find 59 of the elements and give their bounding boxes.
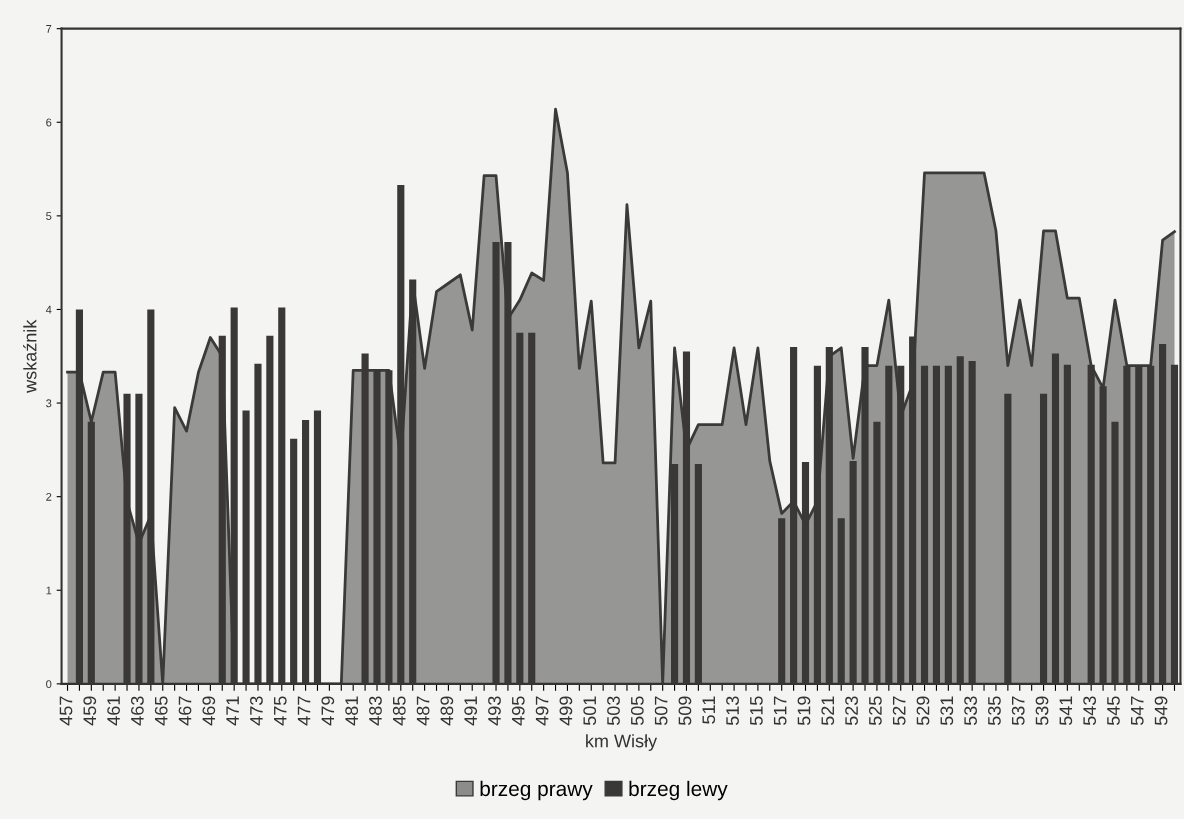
x-tick-label: 487 (416, 696, 430, 726)
y-tick-label: 6 (46, 118, 52, 127)
x-tick-label: 509 (678, 696, 692, 726)
y-tick-label: 5 (46, 212, 52, 220)
x-tick-label: 535 (988, 696, 1001, 726)
x-tick-label: 489 (440, 696, 454, 726)
x-tick-label: 483 (369, 696, 382, 726)
x-tick-label: 537 (1011, 696, 1025, 726)
y-tick-label: 0 (46, 680, 52, 688)
y-tick-label: 2 (46, 492, 52, 501)
x-tick-label: 471 (226, 696, 239, 726)
x-tick-label: 507 (654, 696, 668, 726)
x-tick-label: 529 (916, 696, 930, 726)
x-tick-label: 473 (250, 696, 263, 726)
y-tick-label: 4 (45, 305, 52, 314)
x-tick-label: 521 (821, 696, 835, 726)
x-tick-label: 493 (488, 696, 501, 726)
x-tick-label: 519 (797, 696, 811, 726)
x-tick-label: 543 (1083, 696, 1097, 726)
x-tick-label: 469 (202, 696, 216, 726)
x-tick-label: 539 (1035, 696, 1049, 726)
x-tick-label: 477 (297, 696, 311, 726)
legend-label: brzeg lewy (629, 780, 728, 801)
x-tick-label: 527 (892, 696, 906, 726)
y-tick-label: 7 (46, 25, 52, 33)
x-tick-label: 463 (131, 696, 144, 726)
x-tick-label: 495 (511, 696, 525, 726)
x-tick-label: 517 (773, 696, 787, 726)
x-tick-label: 497 (535, 696, 549, 726)
y-tick-label: 1 (46, 586, 52, 595)
x-tick-label: 461 (107, 696, 120, 726)
x-tick-label: 491 (464, 696, 478, 726)
legend-label: brzeg prawy (480, 780, 593, 801)
x-tick-label: 511 (702, 696, 716, 724)
y-tick-label: 3 (46, 399, 52, 408)
x-tick-label: 541 (1059, 696, 1073, 726)
x-tick-label: 523 (845, 696, 858, 726)
x-tick-label: 513 (726, 696, 739, 726)
x-tick-label: 545 (1107, 696, 1120, 726)
y-axis-title: wskaźnik (23, 319, 37, 393)
x-tick-label: 525 (868, 696, 882, 726)
x-tick-label: 547 (1131, 696, 1144, 726)
x-tick-label: 549 (1154, 696, 1168, 726)
x-tick-label: 515 (750, 696, 763, 726)
x-tick-label: 467 (178, 696, 192, 726)
x-tick-label: 505 (630, 696, 644, 726)
x-tick-label: 533 (964, 696, 977, 726)
x-tick-label: 465 (154, 696, 168, 726)
x-tick-label: 531 (940, 696, 954, 726)
x-tick-label: 457 (59, 696, 73, 726)
x-tick-label: 481 (345, 696, 359, 726)
x-axis-title: km Wisły (586, 734, 658, 751)
x-tick-label: 479 (321, 696, 335, 726)
x-tick-label: 503 (607, 696, 620, 726)
x-tick-label: 485 (392, 696, 406, 726)
x-tick-label: 475 (274, 696, 287, 726)
x-tick-label: 499 (559, 696, 573, 726)
x-tick-label: 459 (83, 696, 97, 726)
x-tick-label: 501 (583, 696, 597, 726)
